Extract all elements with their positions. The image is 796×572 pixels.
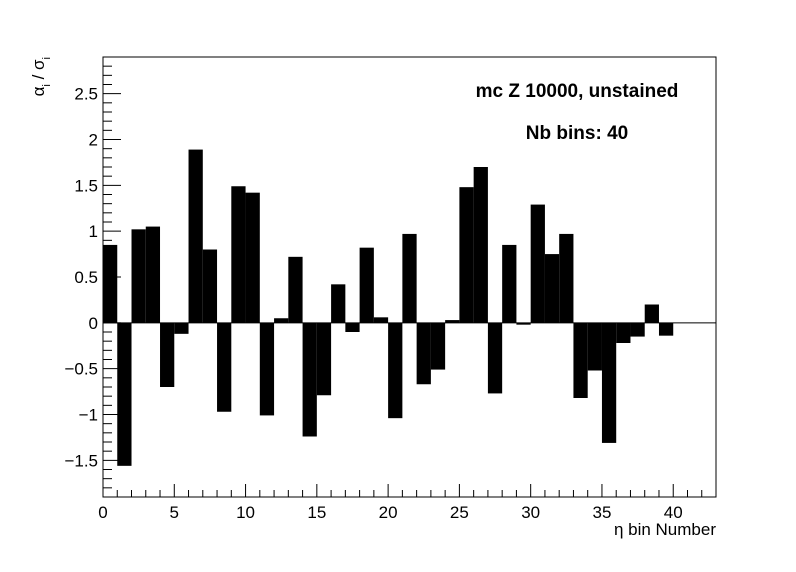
bar — [416, 322, 431, 385]
x-axis-tick-labels: 0 5 10 15 20 25 30 35 40 — [98, 503, 682, 522]
bar — [445, 320, 460, 323]
y-tick-label: −0.5 — [64, 360, 98, 379]
bar — [245, 192, 260, 323]
bar — [616, 322, 631, 343]
y-tick-label: −1 — [79, 406, 98, 425]
bar — [559, 233, 574, 323]
bar — [302, 322, 317, 437]
y-axis-title: αi / σi — [29, 57, 53, 96]
x-tick-label: 15 — [307, 503, 326, 522]
y-axis-tick-labels: −1.5 −1 −0.5 0 0.5 1 1.5 2 2.5 — [64, 85, 98, 471]
bar — [587, 322, 602, 371]
bar-series — [103, 149, 716, 466]
bar — [274, 318, 289, 323]
bar — [487, 322, 503, 394]
bar — [644, 304, 659, 323]
y-tick-label: −1.5 — [64, 451, 98, 470]
bar — [188, 149, 203, 323]
bar — [160, 322, 175, 387]
bar — [473, 167, 488, 323]
bar — [131, 229, 146, 323]
bar — [259, 322, 275, 416]
bar — [231, 186, 246, 323]
bar — [145, 226, 161, 323]
bar — [630, 322, 645, 337]
bar — [502, 244, 517, 323]
bar — [530, 204, 545, 323]
bar — [103, 244, 118, 323]
bar — [359, 247, 374, 323]
bar — [459, 187, 474, 323]
x-tick-label: 0 — [98, 503, 107, 522]
bar — [174, 322, 189, 334]
x-tick-label: 25 — [450, 503, 469, 522]
bar — [288, 256, 303, 323]
bar — [388, 322, 403, 419]
annotation-nbins: Nb bins: 40 — [526, 123, 628, 144]
bar — [544, 254, 560, 323]
bar — [430, 322, 446, 370]
bar — [516, 322, 531, 325]
x-tick-label: 35 — [592, 503, 611, 522]
y-tick-label: 0 — [89, 314, 98, 333]
bar — [345, 322, 360, 332]
y-tick-label: 1 — [89, 222, 98, 241]
y-tick-label: 0.5 — [74, 268, 98, 287]
x-tick-label: 5 — [170, 503, 179, 522]
bar — [217, 322, 232, 412]
y-axis-ticks — [103, 56, 121, 498]
bar — [316, 322, 332, 396]
bar — [117, 322, 132, 466]
x-axis-ticks — [102, 484, 717, 497]
bar — [402, 233, 417, 323]
y-tick-label: 1.5 — [74, 176, 98, 195]
bar — [331, 284, 346, 323]
annotation-sample: mc Z 10000, unstained — [476, 81, 679, 102]
y-tick-label: 2.5 — [74, 85, 98, 104]
bar — [373, 317, 389, 323]
bar — [601, 322, 617, 443]
bar — [573, 322, 588, 398]
x-tick-label: 10 — [236, 503, 255, 522]
x-tick-label: 20 — [379, 503, 398, 522]
bar — [658, 322, 674, 336]
y-tick-label: 2 — [89, 131, 98, 150]
x-tick-label: 40 — [664, 503, 683, 522]
bar — [202, 249, 218, 323]
x-axis-title: η bin Number — [614, 520, 716, 539]
x-tick-label: 30 — [521, 503, 540, 522]
